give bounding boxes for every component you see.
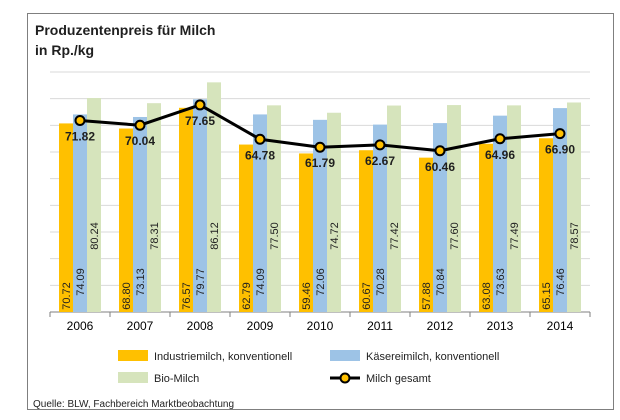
bar	[479, 143, 493, 312]
bar-value-label: 86.12	[209, 222, 221, 250]
bar-value-label: 72.06	[315, 268, 327, 296]
x-tick-label: 2010	[307, 319, 334, 333]
x-tick-label: 2006	[67, 319, 94, 333]
total-line-marker	[374, 139, 386, 151]
bar	[147, 103, 161, 312]
legend-swatch	[118, 372, 148, 383]
bar-value-label: 77.49	[509, 222, 521, 250]
bar	[419, 157, 433, 312]
legend-swatch	[330, 350, 360, 361]
bar-value-label: 68.80	[121, 282, 133, 310]
bar-value-label: 62.79	[241, 282, 253, 310]
x-tick-label: 2011	[367, 319, 393, 333]
bar	[387, 105, 401, 313]
line-value-label: 66.90	[545, 143, 575, 157]
bar-value-label: 74.09	[75, 268, 87, 296]
bar-value-label: 70.84	[435, 268, 447, 296]
total-line-marker	[314, 141, 326, 153]
bar	[73, 114, 87, 312]
bar-value-label: 70.28	[375, 268, 387, 296]
legend-label: Käsereimilch, konventionell	[366, 351, 499, 363]
bar	[493, 115, 507, 312]
line-value-label: 77.65	[185, 114, 215, 128]
line-value-label: 60.46	[425, 160, 455, 174]
bar	[433, 123, 447, 313]
line-value-label: 64.96	[485, 148, 515, 162]
bar	[87, 98, 101, 312]
total-line-marker	[434, 145, 446, 157]
bar-value-label: 78.31	[149, 222, 161, 250]
bar	[359, 150, 373, 312]
x-tick-label: 2013	[487, 319, 514, 333]
bar-value-label: 76.46	[555, 268, 567, 296]
legend-label: Bio-Milch	[154, 373, 199, 385]
bar-value-label: 78.57	[569, 222, 581, 250]
bar	[267, 105, 281, 312]
legend-marker	[339, 372, 351, 384]
chart-title: Produzentenpreis für Milch	[35, 22, 216, 38]
bar	[447, 105, 461, 312]
bar	[327, 112, 341, 312]
bar	[253, 114, 267, 312]
line-value-label: 70.04	[125, 134, 155, 148]
total-line-marker	[74, 114, 86, 126]
bar-value-label: 76.57	[181, 282, 193, 310]
bar	[59, 123, 73, 312]
legend-swatch	[118, 350, 148, 361]
bar-value-label: 79.77	[195, 268, 207, 296]
x-tick-label: 2008	[187, 319, 214, 333]
bar-value-label: 77.42	[389, 222, 401, 250]
line-value-label: 61.79	[305, 156, 335, 170]
bar-value-label: 63.08	[481, 282, 493, 310]
line-value-label: 62.67	[365, 154, 395, 168]
line-value-label: 71.82	[65, 129, 95, 143]
bar	[119, 128, 133, 312]
x-tick-label: 2007	[127, 319, 154, 333]
bar	[373, 124, 387, 312]
bar	[567, 102, 581, 312]
bar	[239, 144, 253, 312]
bar	[299, 153, 313, 312]
total-line-marker	[194, 99, 206, 111]
bar	[507, 105, 521, 312]
bar	[179, 107, 193, 313]
bar-value-label: 60.67	[361, 282, 373, 310]
chart-subtitle: in Rp./kg	[35, 42, 95, 58]
bar	[207, 82, 221, 312]
line-value-label: 64.78	[245, 148, 275, 162]
bar-value-label: 59.46	[301, 282, 313, 310]
bar-value-label: 73.13	[135, 268, 147, 296]
bar-value-label: 70.72	[61, 282, 73, 310]
bar-value-label: 77.50	[269, 222, 281, 250]
bar	[133, 116, 147, 312]
x-tick-label: 2012	[427, 319, 454, 333]
total-line-marker	[494, 133, 506, 145]
bar-value-label: 80.24	[89, 222, 101, 250]
x-tick-label: 2009	[247, 319, 274, 333]
bar	[553, 108, 567, 313]
bar	[313, 119, 327, 312]
bar-value-label: 73.63	[495, 268, 507, 296]
bar	[539, 138, 553, 312]
total-line-marker	[554, 128, 566, 140]
bar-value-label: 65.15	[541, 282, 553, 310]
bar-value-label: 57.88	[421, 282, 433, 310]
bar-value-label: 77.60	[449, 222, 461, 250]
legend-label: Milch gesamt	[366, 373, 431, 385]
chart-source: Quelle: BLW, Fachbereich Marktbeobachtun…	[33, 399, 235, 410]
total-line-marker	[254, 133, 266, 145]
x-tick-label: 2014	[547, 319, 574, 333]
bar	[193, 99, 207, 312]
bar-value-label: 74.09	[255, 268, 267, 296]
bar-value-label: 74.72	[329, 222, 341, 250]
total-line-marker	[134, 119, 146, 131]
legend-label: Industriemilch, konventionell	[154, 351, 292, 363]
